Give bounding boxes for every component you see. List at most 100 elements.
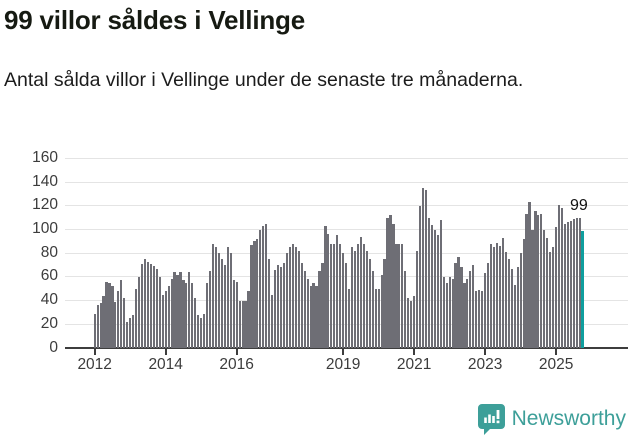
x-axis-label: 2021 — [396, 356, 432, 373]
bar — [123, 298, 126, 348]
bar — [214, 247, 218, 348]
bar — [543, 229, 546, 348]
bar — [282, 262, 286, 348]
bar — [395, 243, 398, 348]
bar — [194, 298, 197, 348]
bar — [427, 217, 431, 348]
bar — [312, 282, 315, 348]
bar — [519, 253, 522, 348]
bar — [552, 247, 555, 348]
bar — [223, 265, 226, 348]
bar — [161, 294, 164, 348]
bar — [170, 279, 173, 348]
bar — [197, 314, 200, 348]
bar — [129, 318, 132, 348]
bar — [463, 282, 466, 348]
bar — [318, 271, 321, 348]
bar — [99, 302, 102, 348]
bar — [386, 217, 389, 348]
bar — [478, 289, 481, 348]
bar — [339, 243, 342, 348]
bar — [333, 243, 336, 348]
bar — [152, 266, 155, 348]
bar — [309, 286, 312, 348]
x-axis-tick — [342, 349, 345, 355]
bar — [569, 221, 573, 348]
bar — [265, 223, 268, 348]
bar — [93, 313, 96, 348]
bar — [531, 229, 534, 348]
bar — [135, 288, 138, 348]
bar — [324, 226, 327, 348]
bar — [549, 252, 552, 348]
bar — [297, 250, 300, 348]
bar — [563, 223, 567, 348]
bar — [137, 276, 141, 348]
newsworthy-logo-icon — [477, 403, 505, 435]
bar — [555, 227, 558, 348]
bar — [173, 272, 176, 348]
bar — [484, 273, 487, 348]
bar — [481, 291, 484, 348]
bar — [566, 222, 570, 348]
bar — [211, 243, 215, 348]
last-value-annotation: 99 — [570, 197, 588, 214]
bar — [560, 208, 564, 348]
y-axis-label: 140 — [32, 172, 58, 190]
bar — [315, 286, 318, 348]
bar — [220, 259, 223, 348]
y-axis-label: 0 — [49, 338, 58, 356]
newsworthy-brand: Newsworthy — [477, 403, 626, 435]
bar — [413, 295, 416, 348]
bar — [247, 291, 250, 348]
bar — [188, 272, 191, 348]
x-axis-label: 2016 — [219, 356, 254, 373]
bar — [510, 268, 513, 348]
bar — [167, 286, 170, 348]
bar — [353, 250, 357, 348]
bar — [401, 243, 404, 348]
bar — [389, 215, 392, 348]
x-axis-tick — [235, 349, 238, 355]
bar — [558, 204, 561, 348]
bar — [244, 300, 247, 348]
bar — [259, 229, 262, 348]
bar — [291, 243, 294, 348]
bar — [191, 282, 194, 348]
bar — [362, 243, 365, 348]
bar — [442, 276, 445, 348]
bar — [572, 218, 575, 348]
bar — [253, 241, 256, 348]
bar — [96, 305, 99, 348]
bar — [445, 282, 448, 348]
bar — [306, 279, 309, 348]
y-axis-label: 60 — [40, 267, 58, 285]
bar — [578, 217, 581, 348]
bar — [487, 262, 490, 348]
bar — [495, 242, 499, 348]
x-axis-tick — [164, 349, 167, 355]
bar — [466, 279, 469, 348]
bar — [294, 247, 297, 348]
y-axis-label: 120 — [32, 196, 58, 214]
gridline — [65, 205, 628, 207]
bar — [200, 318, 203, 348]
x-axis-label: 2012 — [77, 356, 112, 373]
x-axis-tick — [555, 349, 558, 355]
bar — [513, 285, 516, 348]
bar — [176, 274, 179, 348]
bar — [528, 202, 531, 348]
bar — [534, 210, 537, 348]
bar — [203, 313, 206, 348]
bar — [182, 280, 185, 348]
bar — [356, 243, 360, 348]
y-axis-label: 20 — [40, 314, 58, 332]
bar — [457, 256, 460, 348]
bar — [120, 280, 123, 348]
gridline — [65, 181, 628, 183]
x-axis-label: 2019 — [325, 356, 361, 373]
bar — [303, 271, 306, 348]
bar — [271, 294, 274, 348]
bar — [155, 268, 158, 348]
